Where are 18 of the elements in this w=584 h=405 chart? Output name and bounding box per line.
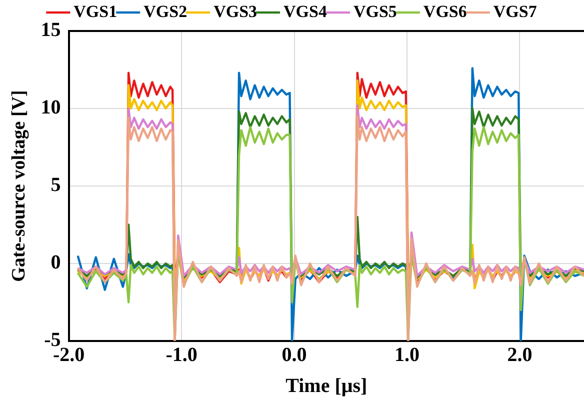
legend-label: VGS2: [144, 2, 188, 21]
x-tick-label: -1.0: [166, 344, 198, 366]
x-tick-label: 2.0: [507, 344, 532, 366]
legend-label: VGS4: [284, 2, 328, 21]
x-tick-label: 1.0: [394, 344, 420, 366]
y-tick-label: 0: [50, 252, 61, 274]
legend-label: VGS7: [493, 2, 538, 21]
x-tick-label: 0.0: [282, 344, 307, 366]
legend-label: VGS5: [353, 2, 397, 21]
y-tick-label: 10: [40, 96, 61, 119]
x-axis-title: Time [μs]: [286, 375, 368, 398]
y-tick-label: 5: [50, 174, 61, 196]
y-axis-title: Gate-source voltage [V]: [8, 90, 30, 282]
y-tick-label: -5: [44, 329, 61, 352]
legend-label: VGS6: [423, 2, 467, 21]
legend-label: VGS3: [214, 2, 258, 21]
y-tick-label: 15: [40, 19, 61, 42]
legend-label: VGS1: [74, 2, 118, 21]
